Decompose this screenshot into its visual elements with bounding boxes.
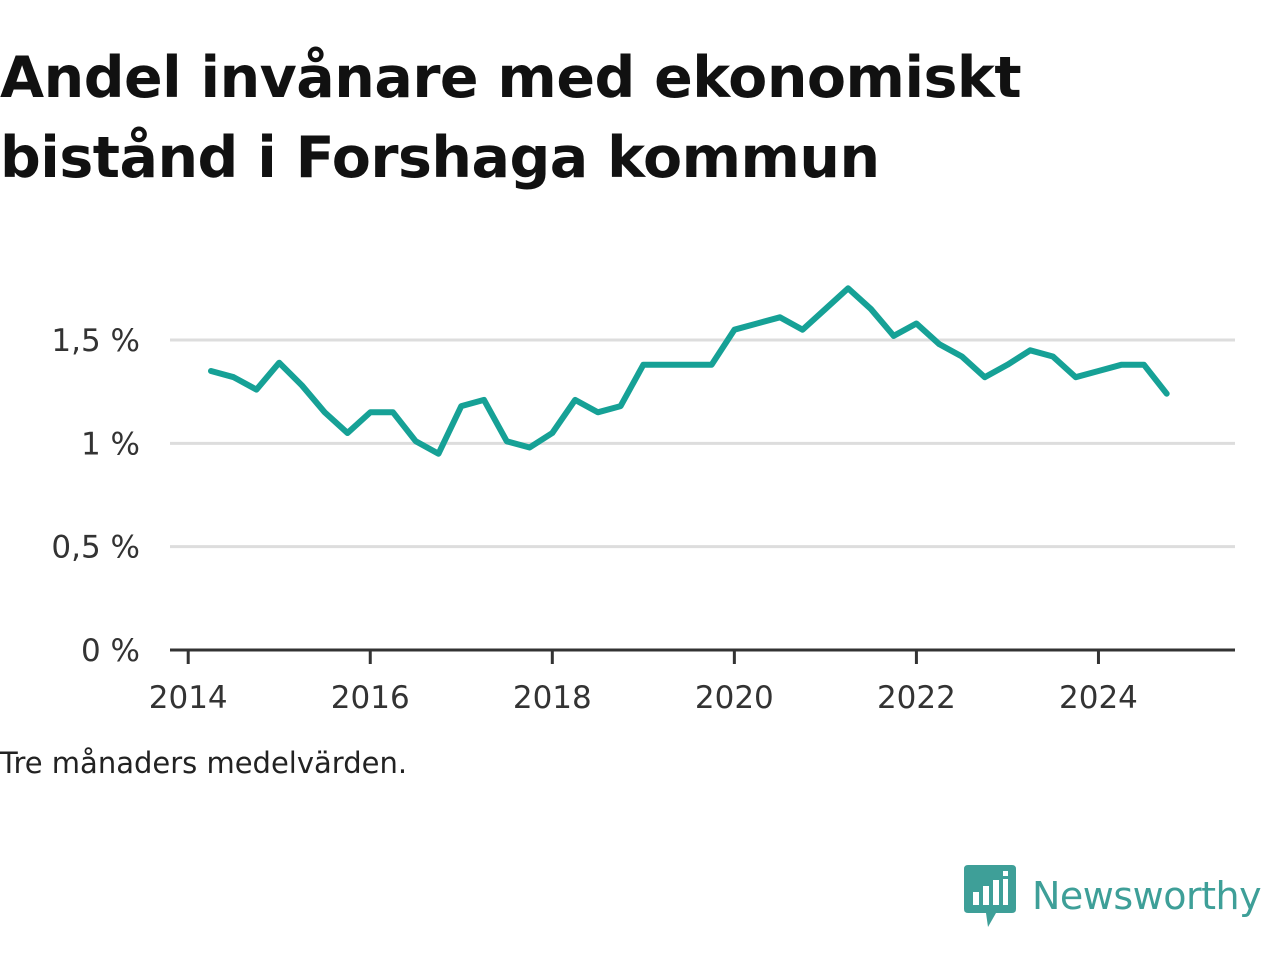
y-axis-labels: 0 % 0,5 % 1 % 1,5 % [51,323,140,669]
y-tick-label: 1,5 % [51,323,140,359]
x-axis-labels: 2014 2016 2018 2020 2022 2024 [149,680,1138,716]
x-tick-label: 2020 [695,680,774,716]
brand-logo: Newsworthy [964,864,1262,928]
newsworthy-logo-icon [964,865,1016,927]
y-tick-label: 0 % [81,633,140,669]
chart-note: Tre månaders medelvärden. [0,746,408,780]
x-tick-label: 2018 [513,680,592,716]
brand-name: Newsworthy [1032,874,1262,918]
gridlines [170,338,1235,549]
series-line [208,285,1170,457]
y-tick-label: 0,5 % [51,530,140,566]
line-chart: 0 % 0,5 % 1 % 1,5 % 2014 2016 2018 2020 2022 202… [51,285,1235,716]
x-tick-label: 2014 [149,680,228,716]
x-tick-label: 2024 [1059,680,1138,716]
x-tick-label: 2016 [331,680,410,716]
x-axis [170,648,1235,664]
x-tick-label: 2022 [877,680,956,716]
y-tick-label: 1 % [81,426,140,462]
chart-title: Andel invånare med ekonomiskt bistånd i … [0,45,1022,191]
